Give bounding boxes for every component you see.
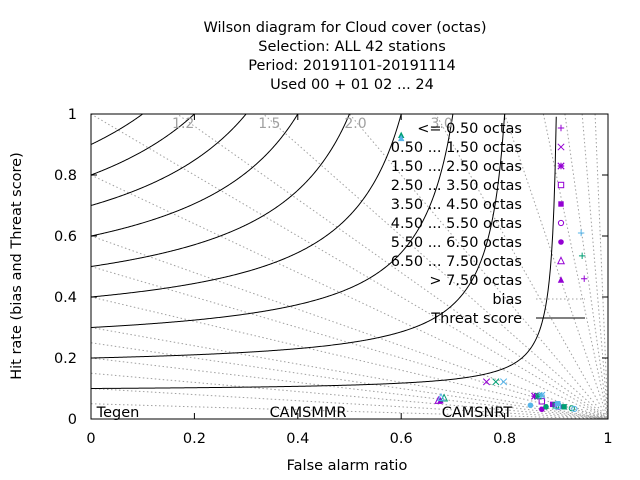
legend-label: 5.50 ... 6.50 octas xyxy=(391,235,522,251)
bias-line xyxy=(91,174,608,419)
bias-label: 1.2 xyxy=(172,116,194,132)
data-point xyxy=(561,404,567,410)
threat-score-curve xyxy=(91,114,247,206)
x-tick-label: 0.2 xyxy=(183,431,206,447)
x-tick-label: 0.8 xyxy=(493,431,516,447)
data-point xyxy=(527,402,534,409)
bias-line xyxy=(176,114,608,419)
y-axis-ticks: 0 0.2 0.4 0.6 0.8 1 xyxy=(54,107,608,428)
chart-title-line: Period: 20191101-20191114 xyxy=(248,58,456,74)
legend-marker xyxy=(557,181,565,189)
data-point xyxy=(555,401,561,407)
y-tick-label: 0.8 xyxy=(54,168,77,184)
data-point xyxy=(571,405,578,413)
model-labels: Tegen CAMSMMR CAMSNRT xyxy=(96,405,513,421)
bias-line xyxy=(91,114,608,419)
legend-label: 4.50 ... 5.50 octas xyxy=(391,216,522,232)
data-point xyxy=(534,392,542,400)
data-point xyxy=(539,406,545,413)
bias-line xyxy=(542,114,608,419)
bias-line xyxy=(91,342,608,419)
chart-title-line: Selection: ALL 42 stations xyxy=(258,39,446,55)
y-tick-label: 0 xyxy=(68,412,77,428)
legend-marker xyxy=(556,256,566,265)
x-axis-ticks: 0 0.2 0.4 0.6 0.8 1 xyxy=(86,114,613,447)
data-point xyxy=(578,252,586,260)
legend-label: Threat score xyxy=(430,311,522,327)
legend-marker xyxy=(557,143,565,151)
x-tick-label: 0.4 xyxy=(286,431,309,447)
threat-score-curve xyxy=(91,114,351,267)
threat-score-lines xyxy=(91,114,557,389)
bias-line xyxy=(91,357,608,419)
legend-marker xyxy=(557,219,565,227)
plot-border xyxy=(90,113,609,420)
bias-label: 2.0 xyxy=(344,116,366,132)
data-point xyxy=(500,378,508,386)
legend-label: bias xyxy=(492,292,522,308)
y-tick-label: 0.6 xyxy=(54,229,77,245)
data-point xyxy=(543,404,549,410)
x-tick-label: 1 xyxy=(603,431,612,447)
x-tick-label: 0 xyxy=(86,431,95,447)
y-axis-label: Hit rate (bias and Threat score) xyxy=(9,152,25,380)
legend-label: 6.50 ... 7.50 octas xyxy=(391,254,522,270)
bias-label: 3.0 xyxy=(431,116,453,132)
bias-line xyxy=(262,114,608,419)
threat-score-curve xyxy=(91,114,144,145)
legend-marker xyxy=(557,162,565,170)
legend-label: <= 0.50 octas xyxy=(417,121,522,137)
data-points xyxy=(398,131,588,413)
model-label: CAMSNRT xyxy=(442,405,513,421)
legend-label: 1.50 ... 2.50 octas xyxy=(391,159,522,175)
data-point xyxy=(492,378,500,386)
bias-lines xyxy=(91,114,608,419)
threat-score-curve xyxy=(91,114,299,237)
legend-label: 3.50 ... 4.50 octas xyxy=(391,197,522,213)
threat-score-curve xyxy=(91,114,454,328)
legend-label: 2.50 ... 3.50 octas xyxy=(391,178,522,194)
x-axis-label: False alarm ratio xyxy=(287,458,408,474)
legend-marker xyxy=(557,276,565,283)
bias-line xyxy=(91,372,608,419)
bias-line xyxy=(564,114,608,419)
data-point xyxy=(581,275,588,282)
model-label: CAMSMMR xyxy=(270,405,347,421)
bias-line xyxy=(91,266,608,419)
bias-line xyxy=(581,114,608,419)
threat-score-curve xyxy=(91,114,402,298)
bias-label: 1.5 xyxy=(258,116,280,132)
y-tick-label: 0.2 xyxy=(54,351,77,367)
chart-title: Wilson diagram for Cloud cover (octas) S… xyxy=(204,20,487,93)
threat-score-curve xyxy=(91,116,557,389)
bias-line xyxy=(504,114,608,419)
data-point xyxy=(568,405,575,412)
chart-title-line: Used 00 + 01 02 ... 24 xyxy=(270,77,434,93)
legend-marker xyxy=(557,124,565,132)
bias-line xyxy=(594,114,608,419)
y-tick-label: 0.4 xyxy=(54,290,77,306)
legend-marker xyxy=(558,239,564,245)
model-label: Tegen xyxy=(96,405,140,421)
chart-title-line: Wilson diagram for Cloud cover (octas) xyxy=(204,20,487,36)
data-point xyxy=(538,398,546,405)
x-tick-label: 0.6 xyxy=(390,431,413,447)
data-point xyxy=(538,391,546,399)
legend-label: 0.50 ... 1.50 octas xyxy=(391,140,522,156)
data-point xyxy=(577,229,585,237)
threat-score-curve xyxy=(91,114,506,359)
bias-line xyxy=(91,296,608,419)
bias-labels: 1.2 1.5 2.0 3.0 xyxy=(172,116,453,132)
bias-line xyxy=(91,235,608,419)
legend-marker xyxy=(558,201,564,207)
y-tick-label: 1 xyxy=(68,107,77,123)
legend-label: > 7.50 octas xyxy=(429,273,522,289)
data-point xyxy=(482,378,491,386)
legend: <= 0.50 octas 0.50 ... 1.50 octas 1.50 ...… xyxy=(391,121,585,327)
threat-score-curve xyxy=(91,114,196,176)
data-point xyxy=(398,134,405,142)
data-point xyxy=(530,392,539,400)
data-point xyxy=(436,392,446,401)
